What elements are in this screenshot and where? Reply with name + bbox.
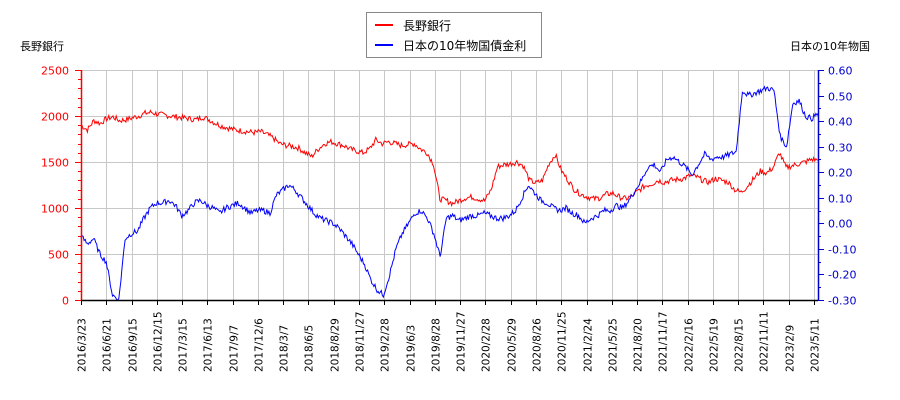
x-tick-label: 2018/3/7 (279, 325, 291, 372)
legend-swatch-blue (375, 44, 393, 46)
x-tick-label: 2018/8/29 (330, 318, 342, 372)
x-tick-label: 2022/5/19 (709, 318, 721, 372)
x-tick-label: 2017/12/6 (254, 318, 266, 372)
x-tick-label: 2023/5/11 (810, 318, 822, 372)
x-tick-label: 2019/11/27 (456, 311, 468, 372)
x-tick-label: 2020/5/29 (507, 318, 519, 372)
y-left-tick-label: 500 (48, 249, 69, 262)
x-tick-label: 2019/2/28 (380, 318, 392, 372)
y-right-tick-label: -0.10 (828, 244, 856, 257)
y-right-tick-label: -0.30 (828, 295, 856, 308)
x-tick-label: 2017/6/13 (203, 318, 215, 372)
left-axis-title: 長野銀行 (20, 40, 64, 53)
x-tick-label: 2020/2/28 (481, 318, 493, 372)
grid-lines (81, 70, 818, 300)
x-tick-label: 2022/8/15 (734, 318, 746, 372)
y-left-tick-label: 1500 (41, 157, 69, 170)
x-tick-label: 2016/9/15 (128, 318, 140, 372)
x-tick-label: 2021/2/24 (583, 318, 595, 372)
y-right-tick-label: 0.40 (828, 116, 853, 129)
y-left-tick-label: 0 (62, 295, 69, 308)
series-line-nagano-bank (80, 109, 819, 208)
x-tick-label: 2023/2/9 (785, 325, 797, 372)
y-right-tick-label: 0.50 (828, 91, 853, 104)
legend-item-nagano-bank: 長野銀行 (375, 16, 451, 34)
x-tick-label: 2021/8/20 (633, 318, 645, 372)
y-right-tick-label: 0.60 (828, 65, 853, 78)
y-right-tick-label: 0.00 (828, 218, 853, 231)
y-right-tick-label: 0.20 (828, 167, 853, 180)
y-left-tick-label: 2000 (41, 111, 69, 124)
x-tick-label: 2020/8/26 (532, 318, 544, 372)
series-line-jgb-10y (80, 85, 819, 301)
x-tick-label: 2016/6/21 (102, 318, 114, 372)
series-layer (80, 85, 819, 301)
y-right-tick-label: -0.20 (828, 269, 856, 282)
y-left-tick-label: 1000 (41, 203, 69, 216)
legend-label: 日本の10年物国債金利 (403, 38, 527, 53)
legend-label: 長野銀行 (403, 18, 452, 33)
right-axis-title: 日本の10年物国 (790, 40, 870, 53)
x-tick-label: 2021/5/25 (608, 318, 620, 372)
x-tick-label: 2017/9/7 (229, 325, 241, 372)
x-tick-label: 2017/3/15 (178, 318, 190, 372)
legend-item-jgb-10y: 日本の10年物国債金利 (375, 36, 526, 54)
x-tick-label: 2016/12/15 (153, 311, 165, 372)
x-tick-label: 2019/8/28 (431, 318, 443, 372)
x-tick-label: 2016/3/23 (77, 318, 89, 372)
axes: 2016/3/23 2016/6/21 2016/9/15 2016/12/15 201… (41, 65, 856, 373)
x-tick-label: 2018/11/27 (355, 311, 367, 372)
x-tick-label: 2022/2/16 (684, 318, 696, 372)
x-tick-label: 2022/11/11 (759, 311, 771, 372)
y-right-tick-label: 0.10 (828, 193, 853, 206)
x-tick-label: 2021/11/17 (658, 311, 670, 372)
y-right-tick-label: 0.30 (828, 142, 853, 155)
x-tick-label: 2020/11/25 (557, 311, 569, 372)
x-tick-label: 2019/6/3 (406, 325, 418, 372)
chart-legend: 長野銀行 日本の10年物国債金利 (366, 12, 542, 58)
legend-swatch-red (375, 24, 393, 26)
x-tick-label: 2018/6/5 (304, 325, 316, 372)
y-left-tick-label: 2500 (41, 65, 69, 78)
